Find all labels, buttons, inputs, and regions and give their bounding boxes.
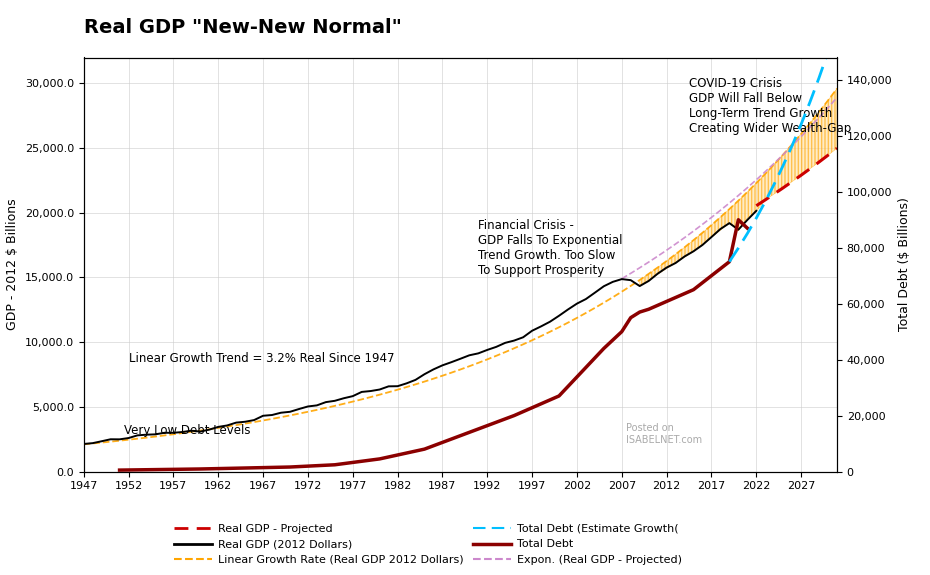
Expon. (Real GDP - Projected) — [760, 168, 771, 175]
Real GDP (2012 Dollars) — [140, 431, 152, 438]
Y-axis label: Total Debt ($ Billions): Total Debt ($ Billions) — [897, 198, 910, 331]
Expon. (Real GDP - Projected) — [831, 94, 843, 101]
Expon. (Real GDP - Projected) — [742, 185, 753, 191]
Expon. (Real GDP - Projected) — [751, 177, 762, 183]
Total Debt — [491, 419, 502, 426]
Text: Financial Crisis -
GDP Falls To Exponential
Trend Growth. Too Slow
To Support Pr: Financial Crisis - GDP Falls To Exponent… — [478, 219, 623, 277]
Expon. (Real GDP - Projected) — [679, 234, 690, 241]
Total Debt (Estimate Growth( — [831, 21, 843, 28]
Total Debt (Estimate Growth( — [751, 214, 762, 221]
Text: Linear Growth Trend = 3.2% Real Since 1947: Linear Growth Trend = 3.2% Real Since 19… — [128, 351, 394, 365]
Expon. (Real GDP - Projected) — [733, 192, 744, 199]
Expon. (Real GDP - Projected) — [787, 142, 798, 149]
Linear Growth Rate (Real GDP 2012 Dollars) — [302, 408, 313, 415]
Real GDP - Projected — [795, 172, 806, 179]
Expon. (Real GDP - Projected) — [652, 253, 663, 260]
Total Debt — [418, 446, 430, 453]
Total Debt (Estimate Growth( — [814, 74, 825, 81]
Real GDP - Projected — [831, 145, 843, 152]
Real GDP - Projected — [768, 190, 779, 197]
Total Debt (Estimate Growth( — [822, 49, 833, 56]
Text: Very Low Debt Levels: Very Low Debt Levels — [124, 424, 250, 437]
Real GDP - Projected — [822, 152, 833, 159]
Linear Growth Rate (Real GDP 2012 Dollars) — [455, 366, 466, 373]
Expon. (Real GDP - Projected) — [715, 207, 726, 214]
Real GDP (2012 Dollars) — [78, 440, 89, 447]
Linear Growth Rate (Real GDP 2012 Dollars) — [312, 407, 323, 413]
Y-axis label: GDP - 2012 $ Billions: GDP - 2012 $ Billions — [7, 199, 20, 330]
Line: Real GDP - Projected: Real GDP - Projected — [756, 148, 837, 206]
Total Debt — [132, 466, 143, 473]
Expon. (Real GDP - Projected) — [777, 151, 789, 158]
Expon. (Real GDP - Projected) — [822, 104, 833, 111]
Total Debt — [742, 225, 753, 232]
Expon. (Real GDP - Projected) — [625, 270, 636, 277]
Total Debt (Estimate Growth( — [760, 198, 771, 205]
Total Debt (Estimate Growth( — [777, 162, 789, 169]
Line: Total Debt (Estimate Growth(: Total Debt (Estimate Growth( — [729, 25, 837, 262]
Line: Linear Growth Rate (Real GDP 2012 Dollars): Linear Growth Rate (Real GDP 2012 Dollar… — [84, 89, 837, 444]
Total Debt (Estimate Growth( — [804, 98, 816, 105]
Expon. (Real GDP - Projected) — [795, 133, 806, 140]
Legend: Real GDP - Projected, Real GDP (2012 Dollars), Linear Growth Rate (Real GDP 2012: Real GDP - Projected, Real GDP (2012 Dol… — [169, 519, 686, 569]
Line: Real GDP (2012 Dollars): Real GDP (2012 Dollars) — [84, 211, 756, 444]
Text: Posted on
ISABELNET.com: Posted on ISABELNET.com — [626, 423, 702, 444]
Linear Growth Rate (Real GDP 2012 Dollars) — [339, 400, 350, 407]
Total Debt — [114, 467, 126, 474]
Expon. (Real GDP - Projected) — [706, 214, 717, 221]
Linear Growth Rate (Real GDP 2012 Dollars) — [831, 85, 843, 92]
Expon. (Real GDP - Projected) — [724, 200, 735, 206]
Expon. (Real GDP - Projected) — [617, 275, 628, 282]
Total Debt — [293, 463, 304, 470]
Expon. (Real GDP - Projected) — [804, 124, 816, 131]
Expon. (Real GDP - Projected) — [643, 259, 654, 266]
Total Debt (Estimate Growth( — [795, 121, 806, 128]
Total Debt (Estimate Growth( — [742, 230, 753, 237]
Line: Expon. (Real GDP - Projected): Expon. (Real GDP - Projected) — [622, 98, 837, 279]
Text: Real GDP "New-New Normal": Real GDP "New-New Normal" — [84, 18, 402, 37]
Expon. (Real GDP - Projected) — [634, 264, 645, 271]
Real GDP (2012 Dollars) — [312, 402, 323, 409]
Expon. (Real GDP - Projected) — [688, 228, 699, 235]
Real GDP - Projected — [787, 178, 798, 185]
Real GDP - Projected — [804, 165, 816, 172]
Total Debt — [590, 354, 601, 361]
Text: COVID-19 Crisis
GDP Will Fall Below
Long-Term Trend Growth
Creating Wider Wealth: COVID-19 Crisis GDP Will Fall Below Long… — [689, 77, 851, 135]
Linear Growth Rate (Real GDP 2012 Dollars) — [78, 441, 89, 448]
Real GDP - Projected — [814, 159, 825, 166]
Total Debt (Estimate Growth( — [724, 258, 735, 265]
Linear Growth Rate (Real GDP 2012 Dollars) — [787, 141, 798, 148]
Expon. (Real GDP - Projected) — [697, 221, 708, 228]
Real GDP (2012 Dollars) — [751, 208, 762, 214]
Total Debt — [733, 216, 744, 223]
Real GDP - Projected — [751, 202, 762, 209]
Expon. (Real GDP - Projected) — [814, 114, 825, 121]
Total Debt (Estimate Growth( — [787, 142, 798, 149]
Real GDP (2012 Dollars) — [509, 337, 520, 344]
Real GDP (2012 Dollars) — [428, 366, 439, 373]
Real GDP - Projected — [760, 197, 771, 204]
Expon. (Real GDP - Projected) — [661, 247, 672, 254]
Expon. (Real GDP - Projected) — [670, 240, 681, 247]
Real GDP (2012 Dollars) — [526, 327, 538, 334]
Real GDP (2012 Dollars) — [617, 275, 628, 282]
Total Debt (Estimate Growth( — [768, 181, 779, 187]
Line: Total Debt: Total Debt — [120, 220, 748, 470]
Linear Growth Rate (Real GDP 2012 Dollars) — [204, 426, 215, 433]
Total Debt (Estimate Growth( — [733, 244, 744, 251]
Expon. (Real GDP - Projected) — [768, 160, 779, 167]
Total Debt — [706, 272, 717, 279]
Real GDP - Projected — [777, 185, 789, 191]
